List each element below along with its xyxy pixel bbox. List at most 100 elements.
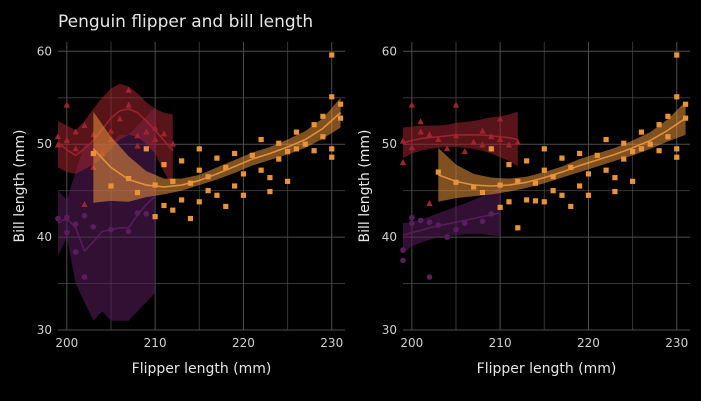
adelie-point [400, 247, 406, 253]
chinstrap-point [496, 115, 504, 122]
gentoo-point [249, 152, 255, 158]
gentoo-point [550, 174, 556, 180]
gentoo-point [337, 101, 344, 107]
gentoo-point [665, 113, 671, 119]
series-chinstrap [399, 101, 521, 207]
chinstrap-point [496, 135, 504, 142]
y-axis-title: Bill length (mm) [12, 130, 28, 243]
y-tick-label: 50 [37, 137, 52, 151]
adelie-point [81, 274, 88, 280]
adelie-point [125, 228, 132, 235]
gentoo-point [515, 178, 521, 184]
gentoo-point [337, 115, 344, 121]
chinstrap-point [169, 140, 176, 147]
gentoo-point [161, 202, 167, 209]
gentoo-confidence-band [438, 101, 686, 202]
gentoo-point [293, 129, 300, 135]
gentoo-point [524, 158, 530, 164]
chinstrap-point [125, 101, 132, 108]
chinstrap-point [505, 141, 513, 148]
gentoo-point [621, 156, 627, 162]
chinstrap-point [143, 128, 150, 135]
adelie-point [55, 215, 61, 222]
gentoo-point [258, 167, 264, 173]
chinstrap-point [63, 101, 71, 108]
chinstrap-confidence-band [403, 111, 518, 167]
chinstrap-point [514, 138, 521, 145]
gentoo-point [603, 136, 609, 143]
chinstrap-point [54, 141, 62, 148]
chinstrap-point [134, 132, 141, 139]
y-axis-title: Bill length (mm) [357, 130, 373, 243]
gentoo-point [541, 167, 547, 173]
gentoo-point [311, 148, 317, 154]
x-tick-label: 210 [489, 336, 512, 350]
adelie-confidence-band [403, 186, 501, 253]
gentoo-point [585, 192, 592, 198]
gentoo-fit-line [438, 117, 687, 187]
x-tick-label: 200 [400, 336, 423, 350]
gentoo-point [143, 146, 149, 152]
gentoo-point [594, 152, 600, 158]
series-adelie [400, 186, 501, 280]
gentoo-point [152, 182, 158, 188]
adelie-point [90, 224, 97, 230]
gentoo-point [205, 188, 211, 194]
gentoo-point [161, 162, 167, 168]
adelie-point [143, 211, 150, 217]
gentoo-point [170, 207, 176, 213]
chinstrap-point [417, 118, 424, 125]
gentoo-point [232, 183, 238, 189]
adelie-fit-line [402, 212, 501, 237]
gentoo-point [541, 199, 547, 205]
gentoo-point [656, 122, 662, 128]
gentoo-point [170, 178, 176, 184]
gentoo-point [630, 149, 636, 155]
left-panel: 200 210 220 230 30 40 50 60 Flipper length (mm) B… [12, 42, 345, 377]
gentoo-point [196, 199, 202, 205]
series-gentoo [90, 52, 344, 222]
x-axis-title: Flipper length (mm) [132, 361, 272, 377]
gentoo-point [682, 101, 689, 107]
gentoo-point [232, 150, 238, 157]
gentoo-point [497, 204, 503, 210]
y-tick-label: 50 [382, 137, 397, 151]
gentoo-point [453, 179, 459, 185]
gentoo-point [612, 175, 618, 181]
chinstrap-point [426, 131, 433, 138]
chinstrap-point [417, 128, 424, 135]
chinstrap-point [408, 144, 416, 151]
chinstrap-fit-line [402, 134, 518, 145]
chinstrap-point [134, 142, 141, 149]
gentoo-point [674, 52, 680, 58]
gentoo-point [108, 183, 114, 189]
gentoo-point [276, 140, 282, 146]
chinstrap-point [452, 101, 460, 108]
gentoo-point [612, 188, 618, 195]
adelie-point [409, 214, 415, 221]
gentoo-point [329, 146, 335, 152]
gentoo-point [568, 164, 574, 171]
chinstrap-confidence-band [58, 83, 173, 186]
gentoo-point [656, 148, 662, 154]
gentoo-point [285, 178, 291, 184]
x-tick-label: 200 [55, 336, 78, 350]
gentoo-point [293, 146, 300, 152]
chinstrap-point [116, 115, 124, 122]
gentoo-point [674, 146, 680, 152]
gentoo-point [196, 146, 202, 152]
chinstrap-fit-line [57, 108, 174, 157]
chinstrap-point [479, 141, 486, 148]
y-tick-label: 60 [382, 44, 397, 58]
chinstrap-point [72, 145, 79, 152]
gentoo-point [329, 154, 335, 160]
gentoo-point [276, 156, 282, 162]
chinstrap-point [72, 128, 79, 135]
adelie-point [462, 220, 468, 226]
gentoo-fit-line [92, 112, 342, 188]
adelie-point [409, 220, 415, 226]
gentoo-point [585, 171, 592, 177]
gentoo-point [196, 167, 202, 173]
gentoo-point [311, 122, 317, 128]
